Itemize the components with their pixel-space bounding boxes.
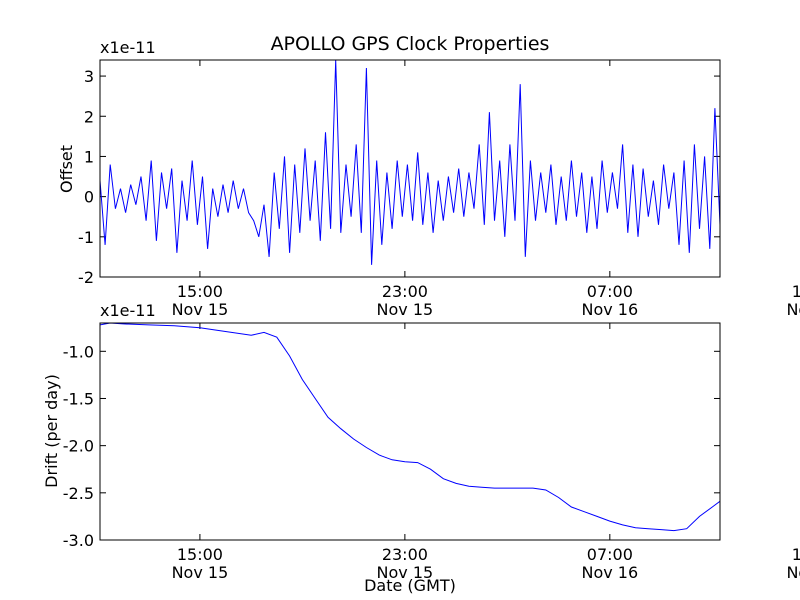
drift-xtick-time: 07:00: [587, 545, 633, 564]
offset-xtick-time: 07:00: [587, 282, 633, 301]
drift-xlabel: Date (GMT): [364, 576, 456, 595]
offset-series: [100, 60, 720, 265]
drift-ytick-label: -1.5: [63, 389, 94, 408]
drift-xtick-time: 15:00: [792, 545, 800, 564]
offset-scale-label: x1e-11: [100, 38, 156, 57]
drift-xtick-date: Nov 16: [786, 563, 800, 582]
drift-ytick-label: -2.0: [63, 437, 94, 456]
drift-ytick-label: -2.5: [63, 484, 94, 503]
drift-xtick-date: Nov 16: [581, 563, 638, 582]
offset-ytick-label: -2: [78, 268, 94, 287]
offset-xtick-time: 15:00: [177, 282, 223, 301]
offset-xtick-date: Nov 15: [172, 300, 229, 319]
drift-plot-frame: [99, 322, 721, 541]
offset-ytick-label: 2: [84, 107, 94, 126]
offset-ytick-label: 0: [84, 188, 94, 207]
drift-line: [100, 323, 720, 532]
offset-ylabel: Offset: [57, 145, 76, 193]
chart-title: APOLLO GPS Clock Properties: [271, 33, 550, 55]
drift-xtick-date: Nov 15: [172, 563, 229, 582]
offset-xtick-date: Nov 15: [377, 300, 434, 319]
drift-xtick-time: 15:00: [177, 545, 223, 564]
drift-ytick-label: -3.0: [63, 531, 94, 550]
offset-xtick-time: 15:00: [792, 282, 800, 301]
offset-plot-frame: [99, 59, 721, 278]
offset-xtick-date: Nov 16: [581, 300, 638, 319]
drift-xtick-date: Nov 15: [377, 563, 434, 582]
drift-scale-label: x1e-11: [100, 301, 156, 320]
offset-ytick-label: 3: [84, 67, 94, 86]
offset-xtick-time: 23:00: [382, 282, 428, 301]
offset-ytick-label: 1: [84, 147, 94, 166]
drift-xtick-time: 23:00: [382, 545, 428, 564]
drift-ytick-label: -1.0: [63, 342, 94, 361]
drift-series: [100, 323, 720, 532]
offset-ytick-label: -1: [78, 228, 94, 247]
offset-line: [100, 60, 720, 265]
drift-panel: x1e-11 Drift (per day) Date (GMT) -3.0 -2…: [42, 301, 800, 595]
offset-xtick-date: Nov 16: [786, 300, 800, 319]
drift-ylabel: Drift (per day): [42, 374, 61, 488]
